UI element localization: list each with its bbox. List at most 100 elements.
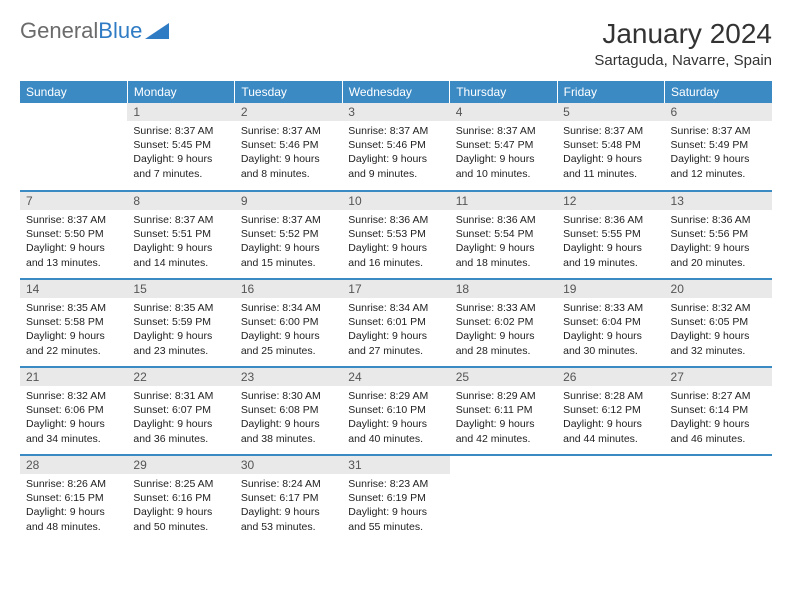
logo-text-2: Blue [98,18,142,44]
day-header: Sunday [20,81,127,103]
title-block: January 2024 Sartaguda, Navarre, Spain [594,18,772,69]
calendar-cell: 16Sunrise: 8:34 AMSunset: 6:00 PMDayligh… [235,279,342,367]
calendar-cell: 5Sunrise: 8:37 AMSunset: 5:48 PMDaylight… [557,103,664,191]
logo-triangle-icon [145,23,169,39]
calendar-cell: 8Sunrise: 8:37 AMSunset: 5:51 PMDaylight… [127,191,234,279]
calendar-cell: 19Sunrise: 8:33 AMSunset: 6:04 PMDayligh… [557,279,664,367]
day-number: 7 [20,192,127,210]
calendar-cell: 13Sunrise: 8:36 AMSunset: 5:56 PMDayligh… [665,191,772,279]
calendar-cell: 22Sunrise: 8:31 AMSunset: 6:07 PMDayligh… [127,367,234,455]
calendar-row: 28Sunrise: 8:26 AMSunset: 6:15 PMDayligh… [20,455,772,543]
calendar-cell: 31Sunrise: 8:23 AMSunset: 6:19 PMDayligh… [342,455,449,543]
day-details: Sunrise: 8:36 AMSunset: 5:56 PMDaylight:… [665,210,772,274]
day-details: Sunrise: 8:37 AMSunset: 5:50 PMDaylight:… [20,210,127,274]
calendar-cell: 14Sunrise: 8:35 AMSunset: 5:58 PMDayligh… [20,279,127,367]
day-number: 12 [557,192,664,210]
day-details: Sunrise: 8:37 AMSunset: 5:51 PMDaylight:… [127,210,234,274]
day-number: 15 [127,280,234,298]
calendar-cell: 26Sunrise: 8:28 AMSunset: 6:12 PMDayligh… [557,367,664,455]
day-number: 9 [235,192,342,210]
calendar-cell: 27Sunrise: 8:27 AMSunset: 6:14 PMDayligh… [665,367,772,455]
day-details: Sunrise: 8:29 AMSunset: 6:10 PMDaylight:… [342,386,449,450]
day-number: 4 [450,103,557,121]
day-details: Sunrise: 8:24 AMSunset: 6:17 PMDaylight:… [235,474,342,538]
day-details: Sunrise: 8:37 AMSunset: 5:47 PMDaylight:… [450,121,557,185]
day-header: Thursday [450,81,557,103]
day-number: 3 [342,103,449,121]
day-number: 31 [342,456,449,474]
day-details: Sunrise: 8:33 AMSunset: 6:02 PMDaylight:… [450,298,557,362]
day-details: Sunrise: 8:34 AMSunset: 6:00 PMDaylight:… [235,298,342,362]
calendar-cell: 10Sunrise: 8:36 AMSunset: 5:53 PMDayligh… [342,191,449,279]
calendar-cell: 29Sunrise: 8:25 AMSunset: 6:16 PMDayligh… [127,455,234,543]
day-details: Sunrise: 8:29 AMSunset: 6:11 PMDaylight:… [450,386,557,450]
day-details: Sunrise: 8:32 AMSunset: 6:05 PMDaylight:… [665,298,772,362]
day-details: Sunrise: 8:35 AMSunset: 5:59 PMDaylight:… [127,298,234,362]
day-number: 6 [665,103,772,121]
day-details: Sunrise: 8:37 AMSunset: 5:46 PMDaylight:… [235,121,342,185]
calendar-cell: 11Sunrise: 8:36 AMSunset: 5:54 PMDayligh… [450,191,557,279]
calendar-cell: 30Sunrise: 8:24 AMSunset: 6:17 PMDayligh… [235,455,342,543]
day-details: Sunrise: 8:31 AMSunset: 6:07 PMDaylight:… [127,386,234,450]
day-details: Sunrise: 8:27 AMSunset: 6:14 PMDaylight:… [665,386,772,450]
day-header: Saturday [665,81,772,103]
day-number: 10 [342,192,449,210]
page-header: GeneralBlue January 2024 Sartaguda, Nava… [20,18,772,69]
day-details: Sunrise: 8:36 AMSunset: 5:55 PMDaylight:… [557,210,664,274]
day-number: 24 [342,368,449,386]
calendar-cell: 21Sunrise: 8:32 AMSunset: 6:06 PMDayligh… [20,367,127,455]
day-number: 17 [342,280,449,298]
logo: GeneralBlue [20,18,169,44]
logo-text-1: General [20,18,98,44]
calendar-cell [557,455,664,543]
day-details: Sunrise: 8:37 AMSunset: 5:49 PMDaylight:… [665,121,772,185]
calendar-cell: 15Sunrise: 8:35 AMSunset: 5:59 PMDayligh… [127,279,234,367]
calendar-cell: 24Sunrise: 8:29 AMSunset: 6:10 PMDayligh… [342,367,449,455]
calendar-cell: 1Sunrise: 8:37 AMSunset: 5:45 PMDaylight… [127,103,234,191]
calendar-cell: 2Sunrise: 8:37 AMSunset: 5:46 PMDaylight… [235,103,342,191]
calendar-row: 7Sunrise: 8:37 AMSunset: 5:50 PMDaylight… [20,191,772,279]
day-number: 20 [665,280,772,298]
day-header: Tuesday [235,81,342,103]
day-number: 26 [557,368,664,386]
calendar-cell: 23Sunrise: 8:30 AMSunset: 6:08 PMDayligh… [235,367,342,455]
day-number: 1 [127,103,234,121]
day-number: 30 [235,456,342,474]
day-number: 18 [450,280,557,298]
day-number: 28 [20,456,127,474]
calendar-cell: 20Sunrise: 8:32 AMSunset: 6:05 PMDayligh… [665,279,772,367]
day-number: 2 [235,103,342,121]
day-details: Sunrise: 8:36 AMSunset: 5:53 PMDaylight:… [342,210,449,274]
calendar-cell [665,455,772,543]
day-details: Sunrise: 8:35 AMSunset: 5:58 PMDaylight:… [20,298,127,362]
calendar-cell [450,455,557,543]
calendar-cell: 12Sunrise: 8:36 AMSunset: 5:55 PMDayligh… [557,191,664,279]
calendar-cell [20,103,127,191]
calendar-row: 21Sunrise: 8:32 AMSunset: 6:06 PMDayligh… [20,367,772,455]
calendar-cell: 25Sunrise: 8:29 AMSunset: 6:11 PMDayligh… [450,367,557,455]
day-details: Sunrise: 8:25 AMSunset: 6:16 PMDaylight:… [127,474,234,538]
day-number: 11 [450,192,557,210]
day-number: 25 [450,368,557,386]
day-details: Sunrise: 8:34 AMSunset: 6:01 PMDaylight:… [342,298,449,362]
day-details: Sunrise: 8:36 AMSunset: 5:54 PMDaylight:… [450,210,557,274]
day-details: Sunrise: 8:32 AMSunset: 6:06 PMDaylight:… [20,386,127,450]
calendar-cell: 4Sunrise: 8:37 AMSunset: 5:47 PMDaylight… [450,103,557,191]
calendar-table: SundayMondayTuesdayWednesdayThursdayFrid… [20,81,772,543]
day-details: Sunrise: 8:33 AMSunset: 6:04 PMDaylight:… [557,298,664,362]
day-number: 8 [127,192,234,210]
calendar-body: 1Sunrise: 8:37 AMSunset: 5:45 PMDaylight… [20,103,772,543]
day-number: 27 [665,368,772,386]
day-number: 23 [235,368,342,386]
day-number: 5 [557,103,664,121]
calendar-row: 14Sunrise: 8:35 AMSunset: 5:58 PMDayligh… [20,279,772,367]
calendar-cell: 9Sunrise: 8:37 AMSunset: 5:52 PMDaylight… [235,191,342,279]
calendar-cell: 6Sunrise: 8:37 AMSunset: 5:49 PMDaylight… [665,103,772,191]
day-details: Sunrise: 8:26 AMSunset: 6:15 PMDaylight:… [20,474,127,538]
calendar-row: 1Sunrise: 8:37 AMSunset: 5:45 PMDaylight… [20,103,772,191]
calendar-head: SundayMondayTuesdayWednesdayThursdayFrid… [20,81,772,103]
month-title: January 2024 [594,18,772,50]
day-details: Sunrise: 8:28 AMSunset: 6:12 PMDaylight:… [557,386,664,450]
day-number: 22 [127,368,234,386]
day-number: 29 [127,456,234,474]
